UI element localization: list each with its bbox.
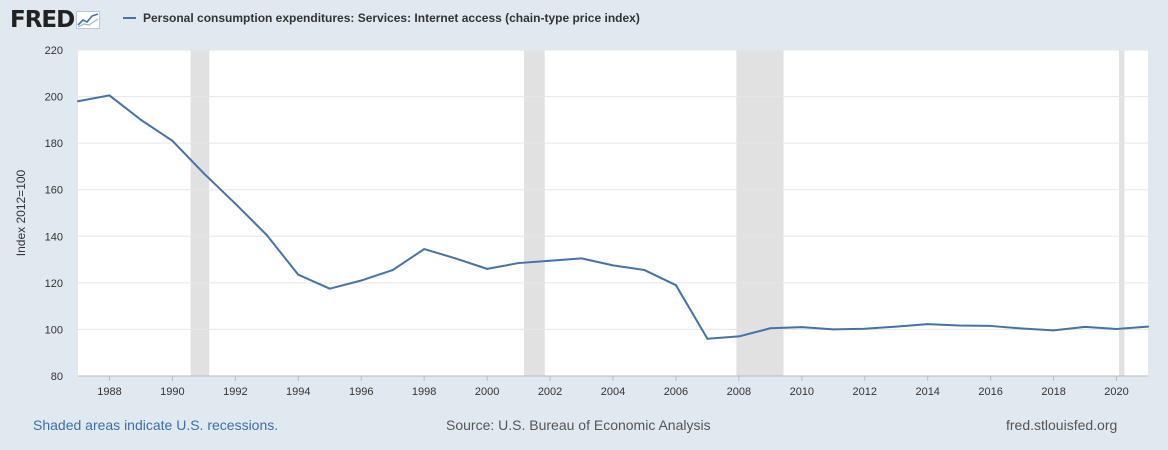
site-link[interactable]: fred.stlouisfed.org [1006, 417, 1118, 433]
x-tick-label: 2006 [664, 386, 688, 398]
data-point [1084, 325, 1087, 328]
x-tick-label: 2004 [601, 386, 625, 398]
series-layer [77, 94, 1149, 340]
data-point [832, 328, 835, 331]
x-tick-label: 2016 [978, 386, 1002, 398]
x-tick-label: 2002 [538, 386, 562, 398]
data-point [391, 269, 394, 272]
x-tick-label: 2010 [790, 386, 814, 398]
data-point [171, 139, 174, 142]
recession-band [1119, 50, 1125, 376]
data-point [958, 324, 961, 327]
data-point [454, 257, 457, 260]
data-point [108, 94, 111, 97]
data-point [674, 284, 677, 287]
x-tick-label: 2014 [915, 386, 939, 398]
data-point [706, 337, 709, 340]
data-point [895, 325, 898, 328]
legend-series-label: Personal consumption expenditures: Servi… [143, 11, 640, 25]
y-axis-label: Index 2012=100 [14, 169, 28, 256]
data-point [486, 267, 489, 270]
plot-area [78, 50, 1148, 376]
data-point [360, 279, 363, 282]
data-point [234, 202, 237, 205]
chart-line-icon [76, 11, 101, 29]
data-point [863, 327, 866, 330]
recession-band [523, 50, 545, 376]
data-point [423, 248, 426, 251]
data-point [1115, 327, 1118, 330]
data-point [202, 172, 205, 175]
recession-shading [190, 50, 1125, 376]
y-tick-label: 180 [45, 138, 63, 150]
x-tick-label: 2020 [1104, 386, 1128, 398]
x-tick-label: 1998 [412, 386, 436, 398]
recessions-note-link[interactable]: Shaded areas indicate U.S. recessions. [33, 417, 279, 433]
recession-band [736, 50, 784, 376]
data-point [580, 257, 583, 260]
chart-legend[interactable]: Personal consumption expenditures: Servi… [123, 11, 640, 25]
x-tick-label: 2008 [727, 386, 751, 398]
chart-header: FRED Personal consumption expenditures: … [0, 0, 1168, 40]
data-point [297, 273, 300, 276]
data-point [1052, 329, 1055, 332]
data-point [769, 327, 772, 330]
x-tick-label: 2012 [853, 386, 877, 398]
data-point [737, 335, 740, 338]
fred-logo[interactable]: FRED [10, 6, 101, 34]
line-chart: 80 100 120 140 160 180 200 220 1988 1990 1992 1994 1… [14, 45, 1149, 398]
data-point [612, 264, 614, 267]
data-point [989, 324, 992, 327]
data-point [549, 259, 552, 262]
data-point [926, 323, 929, 326]
recession-band [190, 50, 210, 376]
x-tick-label: 1990 [160, 386, 184, 398]
y-tick-label: 140 [45, 231, 63, 243]
y-tick-label: 220 [45, 45, 63, 57]
y-tick-label: 100 [45, 324, 63, 336]
x-tick-label: 1992 [223, 386, 247, 398]
x-tick-label: 2018 [1041, 386, 1065, 398]
gridlines [78, 49, 1148, 330]
x-tick-label: 1996 [349, 386, 373, 398]
data-point [265, 234, 268, 237]
data-point [77, 100, 79, 103]
source-text: Source: U.S. Bureau of Economic Analysis [446, 417, 711, 433]
data-point [1147, 325, 1149, 328]
x-tick-label: 1988 [97, 386, 121, 398]
y-tick-label: 80 [51, 371, 63, 383]
data-point [139, 118, 142, 121]
data-point [1021, 327, 1024, 330]
x-tick-label: 1994 [286, 386, 310, 398]
axes: 80 100 120 140 160 180 200 220 1988 1990 1992 1994 1… [45, 45, 1148, 398]
legend-line-swatch [123, 17, 136, 19]
fred-logo-text: FRED [10, 7, 75, 33]
y-tick-label: 120 [45, 278, 63, 290]
data-point [328, 287, 331, 290]
x-tick-label: 2000 [475, 386, 499, 398]
data-point [800, 326, 803, 329]
data-point [643, 269, 646, 272]
y-tick-label: 160 [45, 185, 63, 197]
data-point [517, 262, 520, 265]
y-tick-label: 200 [45, 92, 63, 104]
